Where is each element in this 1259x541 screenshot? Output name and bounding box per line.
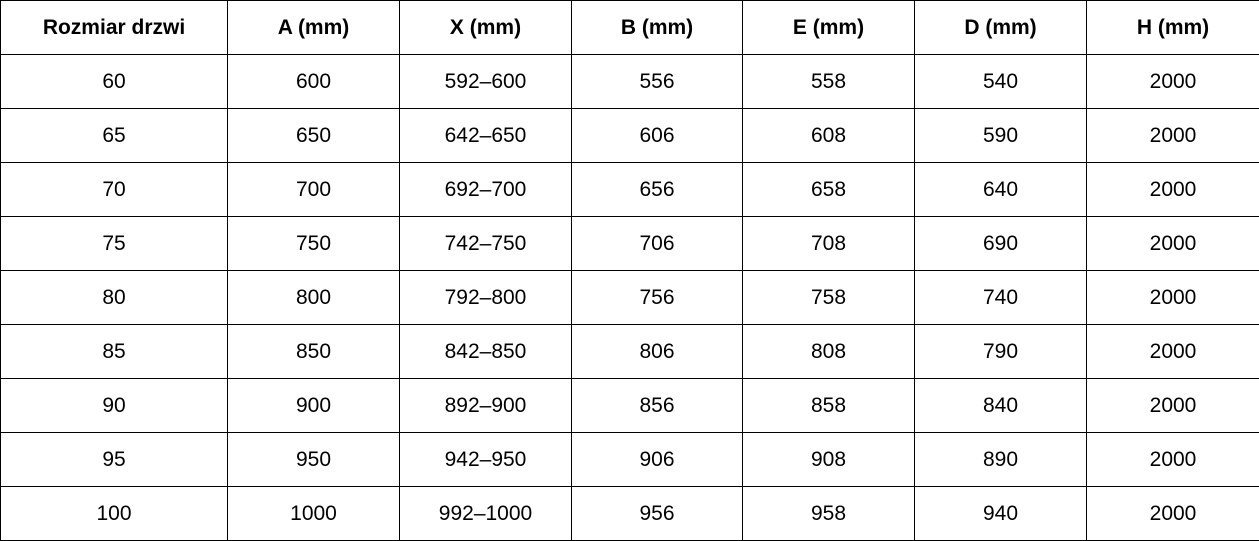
- table-cell: 606: [571, 108, 743, 163]
- table-cell: 2000: [1086, 432, 1259, 487]
- table-cell: 840: [914, 378, 1087, 433]
- table-cell: 2000: [1086, 216, 1259, 271]
- table-cell: 890: [914, 432, 1087, 487]
- table-cell: 640: [914, 162, 1087, 217]
- column-header: A (mm): [227, 0, 400, 55]
- column-header: X (mm): [399, 0, 572, 55]
- table-cell: 706: [571, 216, 743, 271]
- table-cell: 756: [571, 270, 743, 325]
- table-cell: 2000: [1086, 270, 1259, 325]
- table-cell: 592–600: [399, 54, 572, 109]
- table-cell: 892–900: [399, 378, 572, 433]
- table-cell: 2000: [1086, 324, 1259, 379]
- table-cell: 858: [742, 378, 915, 433]
- table-cell: 850: [227, 324, 400, 379]
- table-cell: 642–650: [399, 108, 572, 163]
- table-cell: 758: [742, 270, 915, 325]
- table-cell: 90: [0, 378, 228, 433]
- table-cell: 1000: [227, 486, 400, 541]
- table-cell: 690: [914, 216, 1087, 271]
- table-cell: 906: [571, 432, 743, 487]
- table-cell: 2000: [1086, 108, 1259, 163]
- table-cell: 556: [571, 54, 743, 109]
- table-cell: 908: [742, 432, 915, 487]
- table-row: 100 1000 992–1000 956 958 940 2000: [0, 486, 1259, 541]
- table-cell: 942–950: [399, 432, 572, 487]
- table-cell: 806: [571, 324, 743, 379]
- column-header: B (mm): [571, 0, 743, 55]
- table-cell: 950: [227, 432, 400, 487]
- table-cell: 650: [227, 108, 400, 163]
- table-cell: 956: [571, 486, 743, 541]
- table-cell: 60: [0, 54, 228, 109]
- table-cell: 2000: [1086, 162, 1259, 217]
- table-cell: 900: [227, 378, 400, 433]
- table-cell: 608: [742, 108, 915, 163]
- table-row: 90 900 892–900 856 858 840 2000: [0, 378, 1259, 433]
- table-row: 65 650 642–650 606 608 590 2000: [0, 108, 1259, 163]
- table-row: 95 950 942–950 906 908 890 2000: [0, 432, 1259, 487]
- table-cell: 992–1000: [399, 486, 572, 541]
- table-cell: 856: [571, 378, 743, 433]
- table-cell: 808: [742, 324, 915, 379]
- column-header: D (mm): [914, 0, 1087, 55]
- table-cell: 75: [0, 216, 228, 271]
- table-cell: 85: [0, 324, 228, 379]
- table-row: 85 850 842–850 806 808 790 2000: [0, 324, 1259, 379]
- table-cell: 558: [742, 54, 915, 109]
- table-cell: 750: [227, 216, 400, 271]
- table-cell: 600: [227, 54, 400, 109]
- table-cell: 740: [914, 270, 1087, 325]
- table-row: 75 750 742–750 706 708 690 2000: [0, 216, 1259, 271]
- table-cell: 2000: [1086, 486, 1259, 541]
- table-cell: 742–750: [399, 216, 572, 271]
- table-cell: 65: [0, 108, 228, 163]
- table-row: 80 800 792–800 756 758 740 2000: [0, 270, 1259, 325]
- table-cell: 95: [0, 432, 228, 487]
- table-row: 60 600 592–600 556 558 540 2000: [0, 54, 1259, 109]
- table-cell: 658: [742, 162, 915, 217]
- column-header: H (mm): [1086, 0, 1259, 55]
- table-cell: 540: [914, 54, 1087, 109]
- table-cell: 842–850: [399, 324, 572, 379]
- table-cell: 100: [0, 486, 228, 541]
- column-header: Rozmiar drzwi: [0, 0, 228, 55]
- table-cell: 692–700: [399, 162, 572, 217]
- table-cell: 70: [0, 162, 228, 217]
- table-cell: 2000: [1086, 54, 1259, 109]
- table-cell: 708: [742, 216, 915, 271]
- column-header: E (mm): [742, 0, 915, 55]
- table-row: 70 700 692–700 656 658 640 2000: [0, 162, 1259, 217]
- table-cell: 940: [914, 486, 1087, 541]
- table-cell: 800: [227, 270, 400, 325]
- table-cell: 792–800: [399, 270, 572, 325]
- table-cell: 80: [0, 270, 228, 325]
- table-cell: 656: [571, 162, 743, 217]
- table-body: 60 600 592–600 556 558 540 2000 65 650 642–650 606…: [0, 54, 1259, 541]
- table-header-row: Rozmiar drzwi A (mm) X (mm) B (mm) E (mm) D (…: [0, 0, 1259, 55]
- table-cell: 700: [227, 162, 400, 217]
- table-cell: 2000: [1086, 378, 1259, 433]
- table-cell: 958: [742, 486, 915, 541]
- table-cell: 590: [914, 108, 1087, 163]
- table-cell: 790: [914, 324, 1087, 379]
